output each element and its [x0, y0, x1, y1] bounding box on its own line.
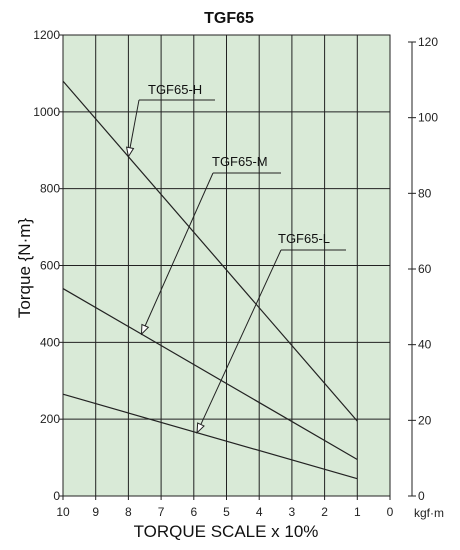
x-tick-label: 5: [223, 505, 230, 519]
series-lines: [62, 80, 358, 480]
leader-line: [127, 99, 140, 157]
y-tick-label: 1200: [33, 28, 60, 42]
y-tick-label: 200: [40, 412, 60, 426]
y-tick-label: 400: [40, 335, 60, 349]
x-tick-label: 9: [92, 505, 99, 519]
y2-unit-label: kgf·m: [414, 506, 444, 520]
y-tick-label: 0: [53, 489, 60, 503]
x-tick-label: 10: [56, 505, 70, 519]
series-line-l: [62, 393, 358, 480]
leader-line: [141, 172, 214, 335]
y2-tick-label: 80: [418, 186, 432, 200]
leader-arrow: [196, 422, 205, 434]
x-tick-label: 7: [158, 505, 165, 519]
series-line-h: [62, 80, 358, 422]
y-tick-label: 800: [40, 182, 60, 196]
x-axis-title: TORQUE SCALE x 10%: [134, 522, 319, 541]
x-tick-label: 0: [387, 505, 394, 519]
series-label-h: TGF65-H: [148, 82, 202, 97]
annotations: TGF65-H TGF65-M TGF65-L: [125, 82, 346, 434]
x-tick-label: 8: [125, 505, 132, 519]
y-tick-label: 600: [40, 259, 60, 273]
y2-tick-label: 100: [418, 111, 438, 125]
y-tick-label: 1000: [33, 105, 60, 119]
y2-axis: 0 20 40 60 80 100 120: [408, 35, 438, 503]
x-tick-label: 1: [354, 505, 361, 519]
y2-tick-label: 40: [418, 338, 432, 352]
x-tick-label: 2: [321, 505, 328, 519]
y2-tick-label: 120: [418, 35, 438, 49]
x-axis: 10 9 8 7 6 5 4 3 2 1 0: [56, 496, 394, 519]
chart-title: TGF65: [204, 10, 254, 27]
series-line-m: [62, 288, 358, 461]
x-tick-label: 4: [256, 505, 263, 519]
y-axis-title: Torque {N·m}: [15, 218, 34, 318]
leader-arrow: [125, 146, 135, 159]
y2-tick-label: 60: [418, 262, 432, 276]
x-tick-label: 6: [190, 505, 197, 519]
x-tick-label: 3: [289, 505, 296, 519]
y2-tick-label: 0: [418, 489, 425, 503]
series-label-m: TGF65-M: [212, 154, 268, 169]
y-axis: 0 200 400 600 800 1000 1200: [33, 28, 63, 503]
leader-line: [196, 249, 282, 433]
leader-arrow: [140, 323, 150, 336]
series-label-l: TGF65-L: [278, 231, 330, 246]
y2-tick-label: 20: [418, 413, 432, 427]
